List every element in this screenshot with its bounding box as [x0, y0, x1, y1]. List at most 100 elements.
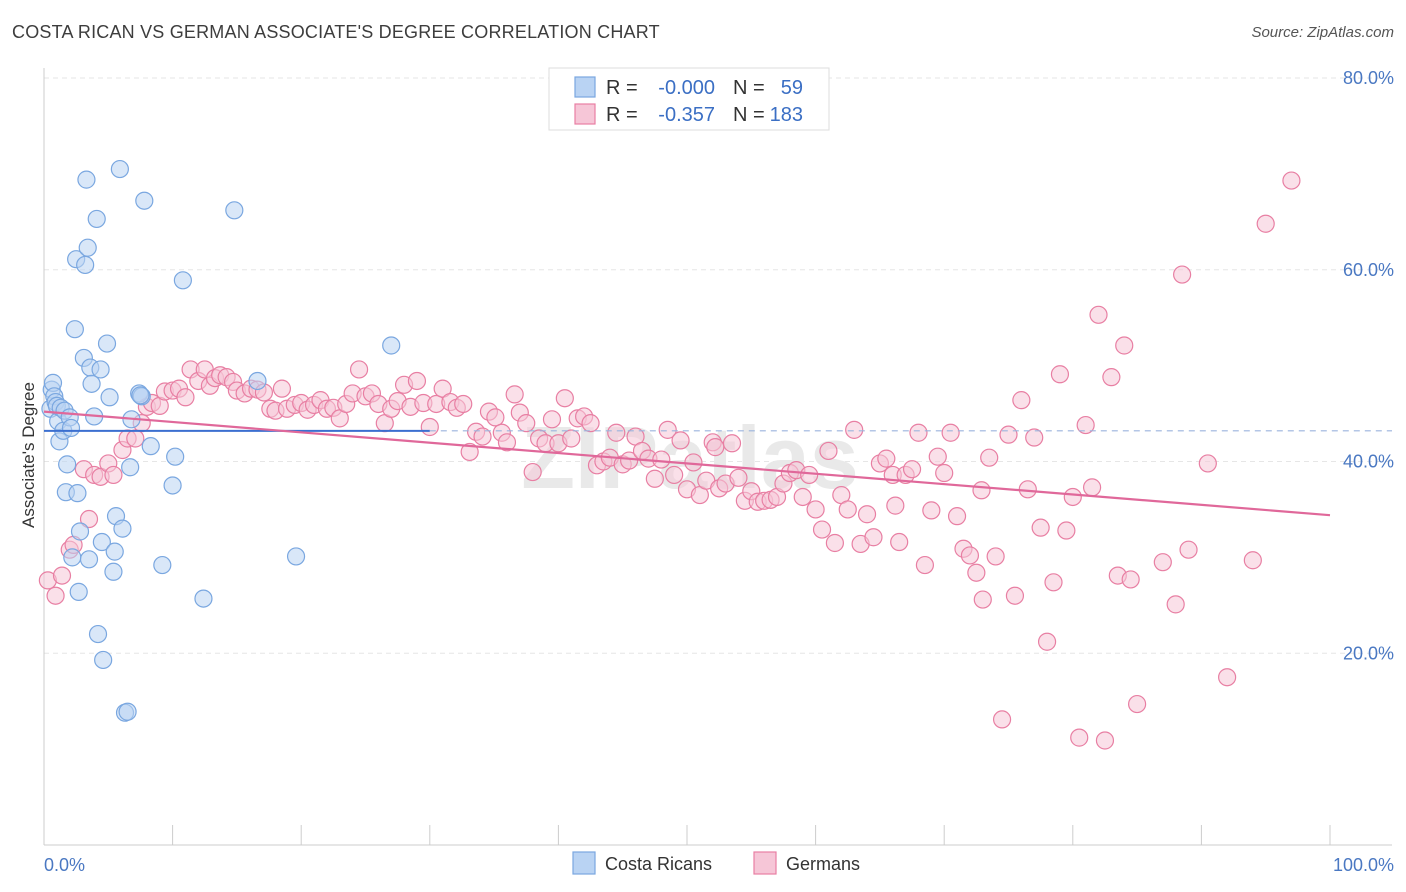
german-point [555, 389, 574, 408]
costa-rican-point [153, 555, 172, 575]
legend-swatch-costa-ricans [574, 76, 596, 98]
german-point [972, 481, 991, 500]
german-point [812, 520, 832, 539]
german-point [1166, 595, 1185, 614]
german-point [838, 500, 857, 519]
german-point [1243, 551, 1262, 570]
legend-box [548, 67, 830, 131]
german-point [505, 385, 524, 404]
axes [43, 68, 1392, 846]
trend-lines [43, 410, 1392, 517]
german-point [722, 434, 742, 453]
german-point [986, 547, 1005, 566]
y-tick-label: 60.0% [1343, 260, 1394, 280]
german-point [1063, 487, 1082, 507]
german-point [658, 420, 677, 439]
german-point [1044, 573, 1063, 592]
german-point [819, 441, 838, 461]
german-point [1127, 694, 1147, 714]
german-point [922, 501, 941, 520]
german-point [52, 566, 72, 585]
bottom-legend-swatch-germans [753, 851, 777, 875]
german-point [857, 505, 877, 524]
legend-n-value-costa-ricans: 59 [781, 77, 803, 99]
german-point [729, 468, 748, 487]
german-point [1089, 305, 1108, 324]
bottom-legend-label-germans: Germans [786, 854, 860, 874]
legend-swatch-germans [574, 103, 596, 125]
german-point [999, 425, 1018, 444]
german-point [1037, 632, 1057, 651]
german-point [915, 555, 935, 575]
germans-points [38, 171, 1301, 750]
grid-lines [44, 77, 1392, 654]
german-point [928, 447, 947, 466]
german-point [992, 710, 1012, 729]
chart-title: COSTA RICAN VS GERMAN ASSOCIATE'S DEGREE… [12, 22, 660, 42]
costa-rican-point [65, 320, 84, 339]
german-point [967, 563, 986, 582]
german-point [460, 442, 479, 462]
germans-trend-line [43, 410, 1331, 517]
costa-rican-point [118, 702, 137, 721]
costa-rican-point [113, 519, 132, 538]
german-point [523, 462, 542, 482]
legend-r-label-germans: R = [606, 104, 638, 126]
german-point [1198, 454, 1217, 473]
german-point [1031, 518, 1050, 537]
german-point [1057, 521, 1076, 540]
y-tick-label: 20.0% [1343, 643, 1394, 663]
german-point [272, 379, 292, 398]
german-point [607, 423, 626, 442]
german-point [1179, 540, 1198, 559]
german-point [433, 379, 452, 398]
german-point [1153, 553, 1172, 572]
costa-rican-point [79, 550, 99, 569]
legend-r-label-costa-ricans: R = [606, 77, 638, 99]
x-ticks [43, 825, 1331, 845]
costa-rican-point [78, 238, 97, 257]
german-point [652, 450, 671, 469]
costa-rican-point [92, 532, 111, 552]
german-point [935, 463, 954, 483]
german-point [1173, 265, 1192, 284]
legend-n-label-germans: N = [733, 104, 765, 126]
costa-rican-point [110, 159, 129, 179]
german-point [909, 423, 928, 442]
german-point [1082, 478, 1102, 497]
chart-source: Source: ZipAtlas.com [1251, 24, 1394, 41]
german-point [973, 590, 992, 609]
german-point [46, 586, 65, 605]
german-point [1256, 214, 1275, 233]
german-point [486, 408, 505, 427]
y-axis-title: Associate's Degree [19, 382, 38, 528]
x-tick-label-max: 100.0% [1333, 855, 1394, 875]
german-point [793, 487, 812, 507]
costa-rican-point [63, 548, 82, 567]
german-point [1218, 668, 1237, 687]
costa-rican-point [173, 271, 192, 290]
costa-rican-point [88, 624, 108, 644]
german-point [176, 388, 195, 407]
costa-rican-point [77, 170, 96, 189]
costa-rican-point [194, 589, 213, 608]
german-point [126, 429, 145, 448]
german-point [517, 414, 536, 433]
german-point [1102, 368, 1121, 387]
costa-rican-point [141, 437, 160, 456]
costa-rican-point [382, 336, 401, 355]
german-point [1076, 415, 1095, 435]
costa-rican-point [97, 334, 117, 353]
german-point [941, 423, 960, 442]
german-point [104, 465, 123, 485]
costa-rican-point [105, 542, 124, 561]
legend: R = -0.000 N = 59 R = -0.357 N = 183 [548, 67, 830, 131]
german-point [886, 496, 905, 515]
german-point [1005, 586, 1025, 605]
costa-rican-point [121, 458, 140, 477]
german-point [671, 431, 690, 450]
german-point [562, 429, 581, 448]
german-point [665, 465, 684, 485]
german-point [407, 371, 427, 391]
